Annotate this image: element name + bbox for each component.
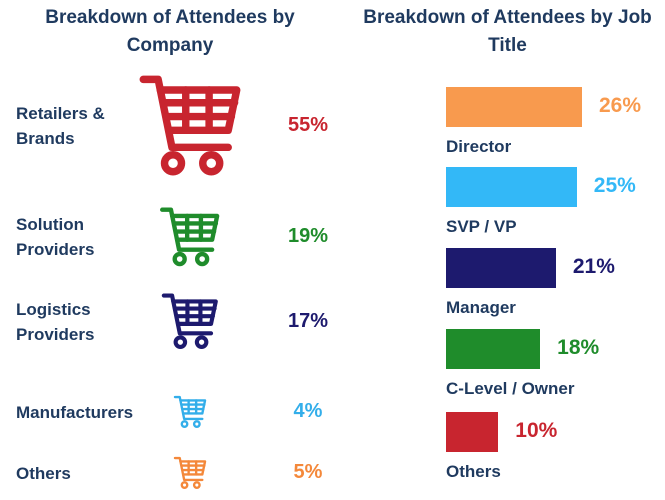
company-label: Logistics Providers <box>16 300 95 344</box>
job-title-chart-title-text: Breakdown of Attendees by Job Title <box>363 7 652 56</box>
shopping-cart-icon <box>155 206 224 273</box>
company-label: Solution Providers <box>16 215 95 259</box>
bar-value-label: 21% <box>572 255 615 278</box>
shopping-cart-icon <box>131 73 249 184</box>
company-chart-title-text: Breakdown of Attendees by Company <box>45 7 295 56</box>
company-label: Retailers & Brands <box>16 104 105 148</box>
bar <box>446 412 499 452</box>
bar <box>446 329 541 369</box>
bar-value-label: 18% <box>557 336 600 359</box>
bar <box>446 87 582 127</box>
shopping-cart-icon <box>171 456 209 495</box>
bar <box>446 248 556 288</box>
bar-category-label: C-Level / Owner <box>446 379 575 398</box>
bar-value-label: 26% <box>599 94 642 117</box>
job-title-chart-title: Breakdown of Attendees by Job Title <box>350 4 665 60</box>
shopping-cart-icon <box>171 395 209 434</box>
bar-value-label: 10% <box>515 419 558 442</box>
shopping-cart-icon <box>157 292 223 356</box>
bar-value-label: 25% <box>593 174 636 197</box>
bar-category-label: SVP / VP <box>446 217 517 236</box>
bar-category-label: Others <box>446 462 501 481</box>
company-label: Others <box>16 463 71 483</box>
company-label: Manufacturers <box>16 402 134 422</box>
bar <box>446 167 577 207</box>
bar-category-label: Manager <box>446 298 516 317</box>
bar-category-label: Director <box>446 137 512 156</box>
company-chart-title: Breakdown of Attendees by Company <box>0 4 340 60</box>
